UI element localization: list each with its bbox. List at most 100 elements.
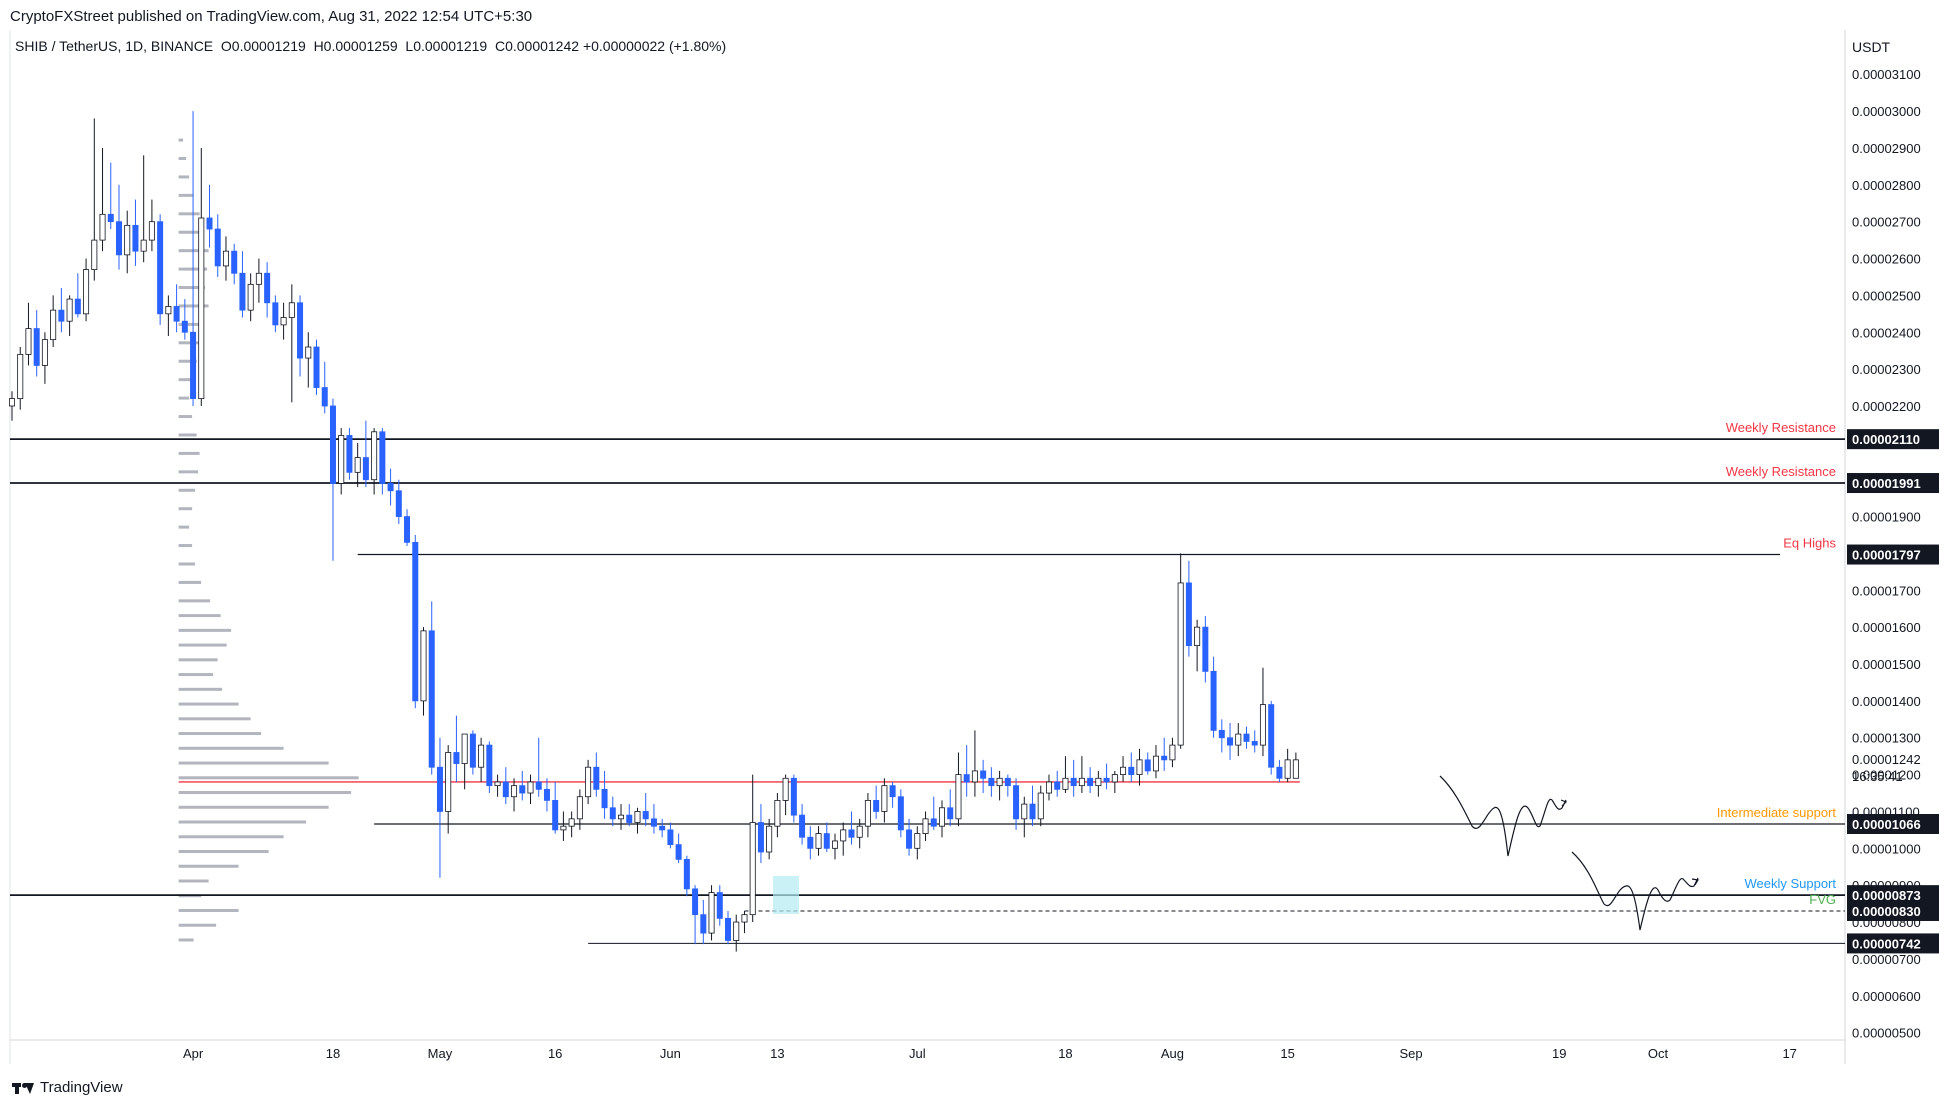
candle-body <box>247 283 254 311</box>
candle-body <box>198 217 205 400</box>
currency-label: USDT <box>1852 39 1891 55</box>
candle-body <box>412 541 419 702</box>
candle-body <box>214 228 221 267</box>
candle-body <box>1235 733 1242 746</box>
volume-profile-bar <box>178 879 209 883</box>
price-tick-label: 0.00000700 <box>1852 952 1921 967</box>
time-axis[interactable]: Apr 18 May 16 Jun 13 Jul 18 Aug 15 Sep 19 Oct 17 <box>183 1046 1797 1061</box>
price-tick-label: 0.00002300 <box>1852 362 1921 377</box>
candle-body <box>50 309 57 341</box>
candle-body <box>74 298 81 315</box>
volume-profile-bar <box>178 687 223 691</box>
candle-body <box>17 353 24 400</box>
candle-body <box>1120 766 1127 775</box>
price-tick-label: 0.00000600 <box>1852 989 1921 1004</box>
candle-body <box>1013 785 1020 820</box>
candle-body <box>568 818 575 827</box>
volume-profile-bar <box>178 643 227 647</box>
candle-body <box>996 777 1003 787</box>
volume-profile-bar <box>178 850 269 854</box>
price-tick-label: 0.00002400 <box>1852 325 1921 340</box>
volume-profile-bar <box>178 908 239 912</box>
candle-body <box>576 796 583 820</box>
candle-body <box>1062 777 1069 790</box>
level-label: Weekly Support <box>1744 876 1836 891</box>
price-tick-label: 0.00001000 <box>1852 841 1921 856</box>
candle-body <box>371 431 378 481</box>
candle-body <box>1095 777 1102 787</box>
tradingview-footer[interactable]: TradingView <box>12 1079 123 1096</box>
volume-profile-bar <box>178 175 190 179</box>
candle-body <box>297 302 304 359</box>
candle-body <box>1218 729 1225 739</box>
candle-body <box>650 818 657 827</box>
price-tick-label: 0.00001200 <box>1852 768 1921 783</box>
candle-body <box>1128 766 1135 775</box>
time-tick-label: 19 <box>1552 1046 1566 1061</box>
volume-profile-bar <box>178 157 187 161</box>
candle-body <box>889 785 896 798</box>
volume-profile-bar <box>178 488 196 492</box>
volume-profile-bar <box>178 230 203 234</box>
volume-profile-bar <box>178 820 307 824</box>
volume-profile-bar <box>178 580 202 584</box>
level-price-tag-text: 0.00001797 <box>1852 548 1921 563</box>
candle-body <box>222 250 229 267</box>
price-tick-label: 0.00001500 <box>1852 657 1921 672</box>
candle-body <box>1202 626 1209 672</box>
candle-body <box>99 213 106 241</box>
level-price-tag-text: 0.00002110 <box>1852 432 1920 447</box>
time-tick-label: Apr <box>183 1046 204 1061</box>
volume-profile-bar <box>178 525 190 529</box>
candle-body <box>140 239 147 252</box>
level-label: Weekly Resistance <box>1726 420 1836 435</box>
candle-body <box>856 825 863 838</box>
level-price-tag <box>1847 544 1939 565</box>
candle-body <box>428 630 435 768</box>
volume-profile-bar <box>178 341 200 345</box>
candles <box>8 111 1299 952</box>
candle-body <box>8 398 15 407</box>
candle-body <box>782 777 789 801</box>
price-axis[interactable]: 0.000005000.000006000.000007000.00000800… <box>1847 67 1939 1041</box>
candle-body <box>461 733 468 764</box>
symbol-name[interactable]: SHIB / TetherUS, 1D, BINANCE <box>15 38 214 54</box>
level-price-tag-text: 0.00001066 <box>1852 817 1921 832</box>
candle-body <box>832 840 839 849</box>
candle-body <box>741 914 748 923</box>
level-label: Weekly Resistance <box>1726 464 1836 479</box>
candle-body <box>683 858 690 890</box>
candle-body <box>906 829 913 849</box>
candle-body <box>288 302 295 318</box>
candle-body <box>881 785 888 812</box>
candle-body <box>552 800 559 831</box>
candle-body <box>395 490 402 517</box>
volume-profile-bar <box>178 193 194 197</box>
volume-profile-bar <box>178 507 193 511</box>
volume-profile-bar <box>178 628 232 632</box>
price-tick-label: 0.00003100 <box>1852 67 1921 82</box>
level-price-tag-text: 0.00000742 <box>1852 936 1921 951</box>
candle-body <box>1054 781 1061 790</box>
level-price-tag <box>1847 473 1939 494</box>
candle-body <box>757 822 764 853</box>
volume-profile-bar <box>178 658 218 662</box>
projection-path-1 <box>1439 775 1567 857</box>
candle-body <box>148 221 155 241</box>
candle-body <box>930 818 937 827</box>
level-price-tag <box>1847 933 1939 954</box>
candle-body <box>1169 744 1176 761</box>
candle-body <box>387 482 394 492</box>
candle-body <box>667 829 674 846</box>
candle-body <box>1029 803 1036 820</box>
candle-body <box>404 516 411 543</box>
candle-body <box>313 346 320 388</box>
candle-body <box>502 781 509 798</box>
candle-body <box>157 221 164 315</box>
candle-body <box>618 814 625 820</box>
volume-profile-bar <box>178 717 251 721</box>
candle-body <box>774 800 781 827</box>
candle-body <box>255 272 262 285</box>
ohlc-open: O0.00001219 <box>220 38 306 54</box>
